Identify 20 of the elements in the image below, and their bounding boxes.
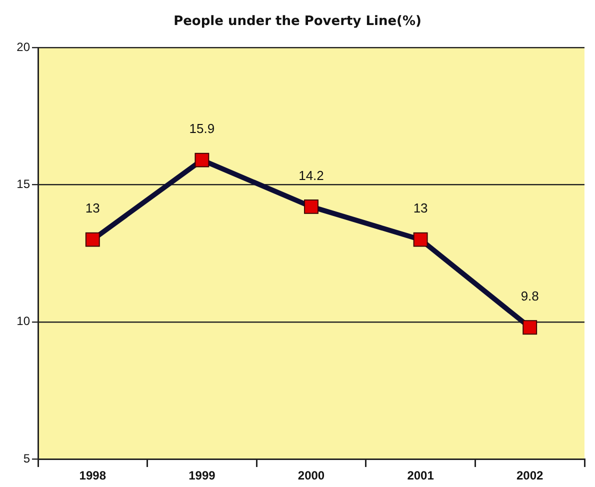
x-tick-label: 1998 — [79, 468, 106, 483]
point — [304, 199, 318, 214]
chart-title: People under the Poverty Line(%) — [174, 14, 422, 30]
y-tick-label: 20 — [16, 40, 30, 54]
point — [194, 152, 210, 168]
point — [522, 320, 538, 335]
data-label: 15.9 — [189, 121, 215, 136]
x-tick-label: 2000 — [298, 468, 325, 483]
data-label: 14.2 — [298, 168, 324, 183]
point — [85, 232, 100, 247]
data-label: 13 — [85, 200, 100, 216]
y-tick-label: 5 — [23, 451, 30, 466]
y-tick-label: 10 — [16, 314, 30, 328]
data-label: 9.8 — [520, 288, 539, 304]
y-tick-label: 15 — [16, 177, 30, 192]
x-tick-label: 2002 — [516, 468, 544, 483]
x-tick-label: 2001 — [407, 468, 434, 483]
point — [413, 232, 428, 247]
data-label: 13 — [413, 200, 428, 216]
x-tick-label: 1999 — [188, 468, 216, 483]
